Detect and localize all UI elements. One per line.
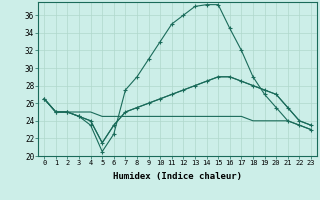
X-axis label: Humidex (Indice chaleur): Humidex (Indice chaleur) xyxy=(113,172,242,181)
